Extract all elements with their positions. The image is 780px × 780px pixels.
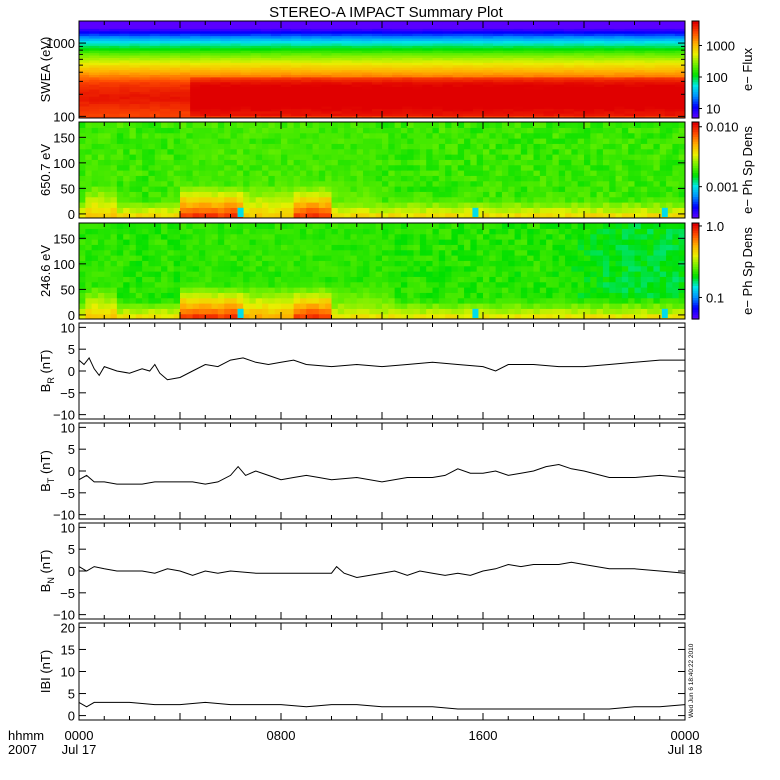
colorbar-tick-label: 0.001 (706, 180, 739, 195)
panel-frame (78, 522, 686, 620)
time-tick-label: 1600 (469, 728, 498, 743)
y-axis-label: 650.7 eV (38, 144, 53, 196)
colorbar-tick-label: 0.010 (706, 120, 739, 135)
y-tick-label: 0 (68, 308, 75, 323)
y-tick-label: 100 (53, 156, 75, 171)
y-axis-label: BN (nT) (38, 550, 56, 593)
low-density-spot-2 (472, 308, 479, 318)
y-tick-label: 5 (68, 687, 75, 702)
y-tick-label: −10 (53, 508, 75, 523)
y-tick-label: 50 (61, 282, 75, 297)
field-trace (78, 701, 686, 710)
time-axis-row-label-hhmm: hhmm (8, 728, 44, 743)
colorbar-3: 0.1 1.0 e− Ph Sp Dens (691, 219, 755, 320)
y-tick-label: −10 (53, 408, 75, 423)
y-tick-label: −10 (53, 608, 75, 623)
y-tick-label: 15 (61, 642, 75, 657)
y-axis-label: BR (nT) (38, 350, 56, 393)
y-tick-label: 0 (68, 364, 75, 379)
colorbar-2: 0.001 0.010 e− Ph Sp Dens (691, 120, 755, 219)
y-tick-label: 0 (68, 207, 75, 222)
low-density-spot-1 (237, 308, 244, 318)
y-axis-label: BT (nT) (38, 450, 56, 492)
colorbar-tick-label: 1.0 (706, 219, 724, 234)
heatmap-cells (79, 21, 685, 118)
low-density-spot-2 (472, 207, 479, 217)
time-tick-label: 0000 (65, 728, 94, 743)
panel-5: −10 −5 0 5 10 BT (nT) (38, 420, 686, 523)
low-density-spot-1 (237, 207, 244, 217)
figure-title: STEREO-A IMPACT Summary Plot (269, 4, 503, 21)
y-tick-label: −5 (60, 486, 75, 501)
colorbar-1: 10 100 1000 e− Flux (691, 20, 755, 119)
heatmap-cells (79, 122, 685, 218)
y-tick-label: 10 (61, 420, 75, 435)
time-axis-row-label-year: 2007 (8, 742, 37, 757)
colorbar-tick-label: 10 (706, 102, 720, 117)
field-trace (78, 356, 685, 381)
colorbar-tick-label: 0.1 (706, 290, 724, 305)
panel-frame (78, 622, 686, 721)
field-trace (78, 463, 686, 485)
y-tick-label: 1000 (46, 36, 75, 51)
y-tick-label: 150 (53, 231, 75, 246)
y-tick-label: 10 (61, 665, 75, 680)
colorbar-tick-label: 1000 (706, 39, 735, 54)
heatmap-cells (79, 223, 685, 319)
y-tick-label: 100 (53, 257, 75, 272)
colorbar-label: e− Ph Sp Dens (740, 227, 755, 315)
panel-6: −10 −5 0 5 10 BN (nT) (38, 520, 686, 623)
y-tick-label: 10 (61, 320, 75, 335)
colorbar-label: e− Ph Sp Dens (740, 126, 755, 214)
y-tick-label: 100 (53, 109, 75, 124)
y-tick-label: 0 (68, 464, 75, 479)
panel-frame (78, 322, 686, 420)
low-density-spot-3 (661, 207, 668, 217)
run-timestamp: Wed Jun 6 18:40:22 2010 (688, 643, 695, 718)
panel-frame (78, 422, 686, 520)
y-tick-label: 0 (68, 709, 75, 724)
colorbar-label: e− Flux (740, 48, 755, 91)
y-axis-label: IBI (nT) (38, 650, 53, 693)
panel-4: −10 −5 0 5 10 BR (nT) (38, 320, 686, 423)
y-tick-label: 5 (68, 342, 75, 357)
y-tick-label: −5 (60, 586, 75, 601)
y-tick-label: 0 (68, 564, 75, 579)
date-tick-label: Jul 17 (62, 742, 97, 757)
colorbar-tick-label: 100 (706, 70, 728, 85)
y-tick-label: 5 (68, 542, 75, 557)
y-tick-label: 10 (61, 520, 75, 535)
low-density-spot-3 (661, 308, 668, 318)
panel-7: 0 5 10 15 20 IBI (nT) (38, 620, 686, 724)
time-tick-label: 0000 (671, 728, 700, 743)
date-tick-label: Jul 18 (668, 742, 703, 757)
time-tick-label: 0800 (267, 728, 296, 743)
field-trace (78, 561, 686, 579)
y-tick-label: 150 (53, 130, 75, 145)
y-tick-label: −5 (60, 386, 75, 401)
y-axis-label: 246.6 eV (38, 245, 53, 297)
y-tick-label: 5 (68, 442, 75, 457)
y-tick-label: 20 (61, 620, 75, 635)
y-tick-label: 50 (61, 181, 75, 196)
y-axis-label: SWEA (eV) (38, 37, 53, 103)
